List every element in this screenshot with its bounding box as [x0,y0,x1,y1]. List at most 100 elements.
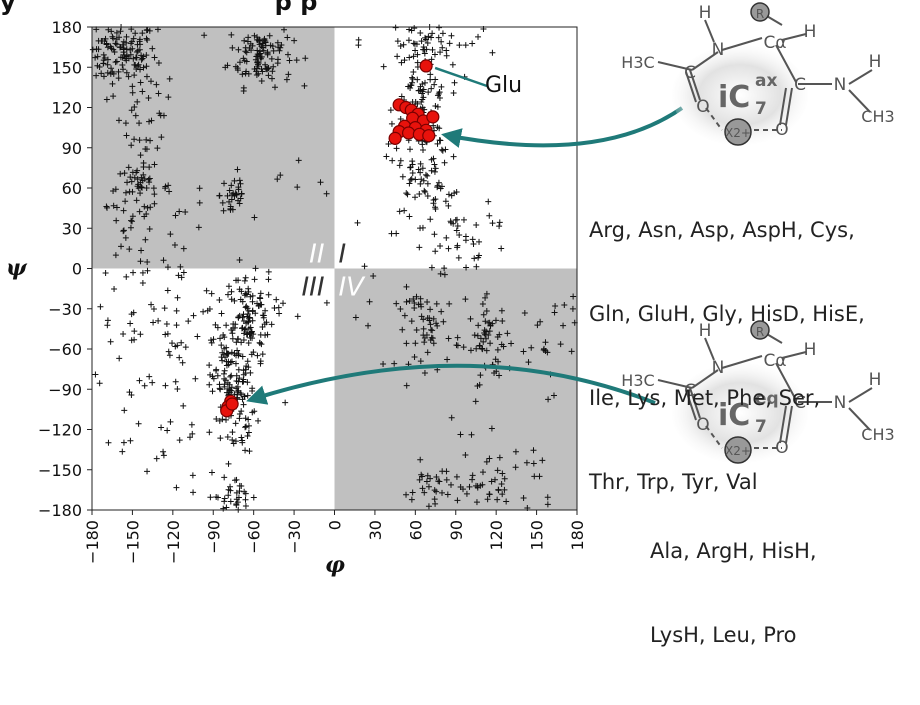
bond [848,387,873,403]
data-point [143,146,150,153]
cation-circle [724,436,752,464]
data-point [245,339,252,346]
data-point [119,61,126,68]
data-point [153,81,160,88]
data-point [133,197,140,204]
x-tick-label: 120 [487,520,506,551]
data-point [104,69,111,76]
data-point [479,469,486,476]
data-point [224,192,231,199]
bond [704,337,715,361]
data-point [254,47,261,54]
data-point [473,263,480,270]
data-point [421,369,428,376]
data-point [150,185,157,192]
data-point [180,402,187,409]
bond [781,33,807,41]
data-point [444,491,451,498]
data-point [250,494,257,501]
data-point [425,89,432,96]
data-point [448,32,455,39]
data-point [224,379,231,386]
data-point [235,366,242,373]
data-point [151,191,158,198]
data-point [140,164,147,171]
data-point [370,273,377,280]
x-tick-label: −120 [164,520,183,564]
data-point [138,56,145,63]
h-atom: H [804,22,817,42]
y-tick-label: 180 [51,18,82,37]
data-point [475,322,482,329]
data-point [448,192,455,199]
data-point [443,476,450,483]
data-point [276,310,283,317]
data-point [265,268,272,275]
data-point [229,206,236,213]
data-point [421,489,428,496]
data-point [291,37,298,44]
bond [689,69,701,101]
data-point [438,83,445,90]
data-point [94,62,101,69]
data-point [94,53,101,60]
data-point [136,137,143,144]
bond [691,51,719,71]
data-point [139,88,146,95]
data-point [437,49,444,56]
data-point [207,494,214,501]
glu-label: Glu [485,73,523,98]
bond [721,355,763,369]
data-point [103,203,110,210]
data-point [523,459,530,466]
data-point [245,422,252,429]
data-point [246,45,253,52]
y-tick-label: −60 [48,340,82,359]
data-point [427,71,434,78]
data-point [141,213,148,220]
data-point [228,296,235,303]
annotation-arrows [246,66,684,405]
data-point [252,265,259,272]
data-point [433,320,440,327]
data-point [460,344,467,351]
data-point [493,368,500,375]
data-point [431,231,438,238]
data-point [468,431,475,438]
data-point [166,352,173,359]
data-point [420,325,427,332]
data-point [428,264,435,271]
data-point [486,455,493,462]
data-point [432,165,439,172]
data-point [272,84,279,91]
data-point [412,340,419,347]
data-point [482,318,489,325]
data-point [100,51,107,58]
data-point [137,41,144,48]
data-point [98,70,105,77]
data-point [403,382,410,389]
data-point [227,373,234,380]
top-residue-list: Arg, Asn, Asp, AspH, Cys, Gln, GluH, Gly… [589,160,865,552]
data-point [218,342,225,349]
data-point [420,177,427,184]
data-point [242,304,249,311]
data-point [125,73,132,80]
data-point [265,276,272,283]
data-point [155,90,162,97]
data-point [494,496,501,503]
data-point [257,295,264,302]
data-point [487,340,494,347]
data-point [537,318,544,325]
data-point [463,490,470,497]
y-tick-label: −120 [38,421,82,440]
data-point [128,178,135,185]
data-point [479,346,486,353]
data-point [132,112,139,119]
data-point [234,347,241,354]
data-point [439,147,446,154]
y-axis-label: ψ [6,255,27,281]
data-point [135,185,142,192]
data-point [185,318,192,325]
data-point [175,272,182,279]
